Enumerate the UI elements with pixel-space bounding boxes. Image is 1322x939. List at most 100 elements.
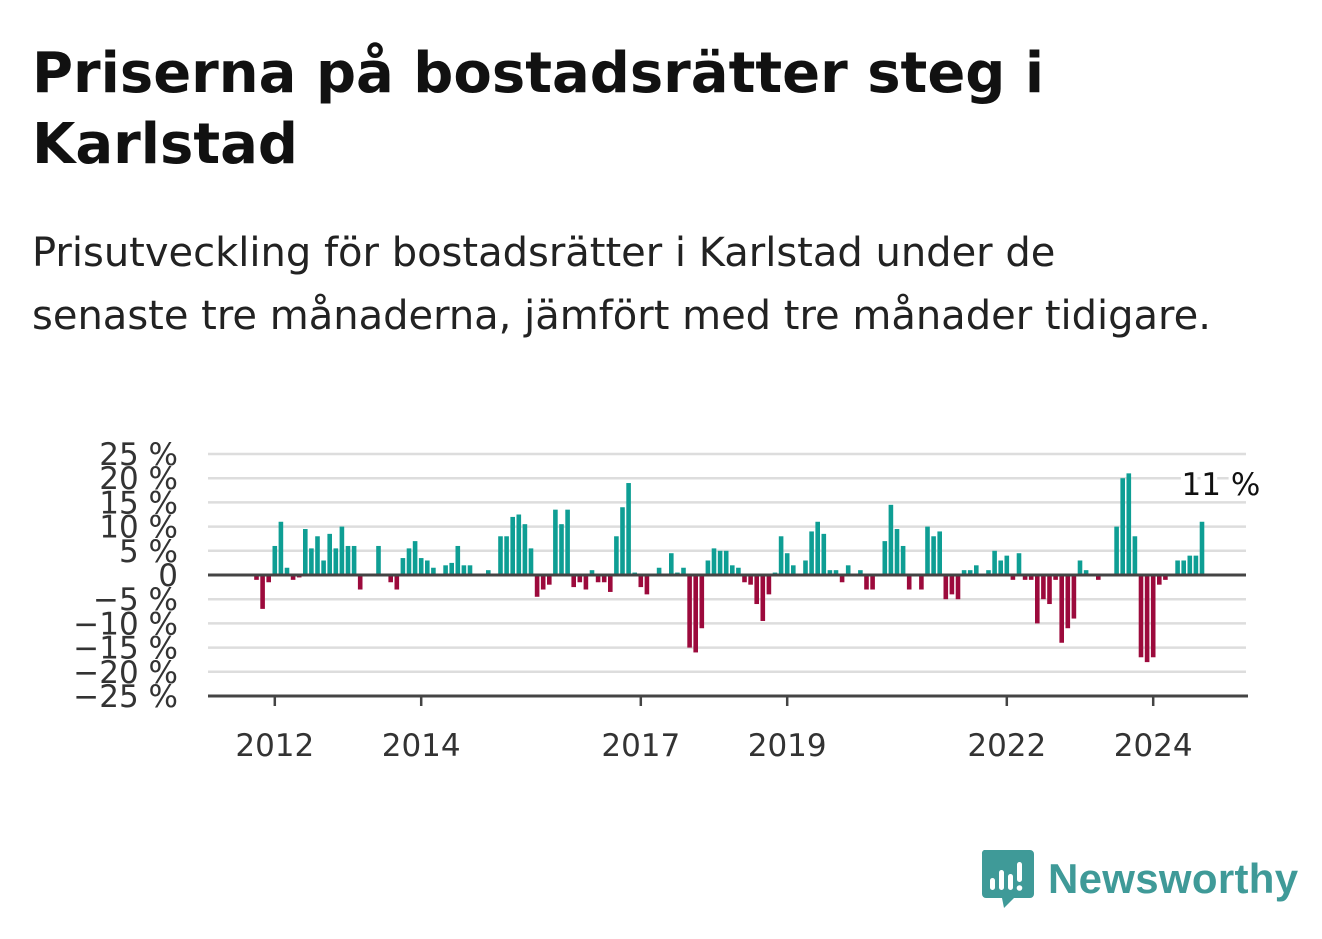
bar [327, 533, 332, 575]
bar [1157, 575, 1162, 585]
bar [1199, 521, 1205, 575]
bar [858, 570, 863, 575]
value-annotation: 11 % [1182, 467, 1261, 503]
bar [595, 575, 601, 583]
bar [925, 526, 930, 575]
bar [577, 575, 583, 583]
bar [827, 570, 833, 575]
bar [516, 514, 522, 575]
bar [937, 531, 942, 575]
bar [278, 521, 284, 575]
bar [967, 570, 973, 575]
bar [1181, 560, 1186, 575]
y-tick-label: −20 % [73, 655, 178, 691]
bar [736, 567, 741, 575]
bar [333, 548, 339, 575]
bar [614, 536, 619, 575]
bar [784, 553, 790, 575]
bar [760, 575, 766, 621]
chart-subtitle: Prisutveckling för bostadsrätter i Karls… [32, 230, 1211, 339]
y-axis-labels: 25 %20 %15 %10 %5 %0−5 %−10 %−15 %−20 %−… [73, 437, 178, 715]
x-tick-label: 2017 [601, 728, 680, 764]
bar [1150, 575, 1156, 658]
bar [303, 529, 308, 575]
bar [1041, 575, 1046, 600]
bar [406, 548, 412, 575]
bar [1016, 553, 1022, 575]
bar [315, 536, 320, 575]
bar [1114, 526, 1119, 575]
bar [461, 565, 467, 575]
bar [589, 570, 595, 575]
bar [1187, 555, 1193, 575]
bar [748, 575, 753, 585]
bar [528, 548, 534, 575]
bar [1132, 536, 1138, 575]
bars [254, 473, 1205, 663]
bar [553, 509, 558, 575]
bar [1083, 570, 1089, 575]
bar [284, 567, 290, 575]
bar [522, 524, 528, 575]
x-tick-label: 2024 [1114, 728, 1193, 764]
x-tick-label: 2019 [748, 728, 827, 764]
bar [309, 548, 314, 575]
bar [717, 550, 723, 575]
chart-title: Priserna på bostadsrätter steg i Karlsta… [32, 41, 1045, 177]
bar [1010, 575, 1016, 580]
bar [388, 575, 393, 583]
bar [1120, 478, 1125, 575]
bar [425, 560, 430, 575]
y-tick-label: 10 % [99, 510, 178, 546]
bar [559, 524, 564, 575]
newsworthy-logo: Newsworthy [980, 848, 1298, 910]
bar [931, 536, 936, 575]
bar-chart: 25 %20 %15 %10 %5 %0−5 %−10 %−15 %−20 %−… [73, 437, 1264, 764]
bar [778, 536, 784, 575]
brand-name: Newsworthy [1048, 855, 1299, 902]
bar [943, 575, 949, 600]
bar [864, 575, 869, 590]
bar [504, 536, 509, 575]
bar [638, 575, 644, 588]
bar [1175, 560, 1180, 575]
bar [1065, 575, 1071, 629]
bar [626, 483, 631, 575]
bar [394, 575, 400, 590]
y-tick-label: 0 [158, 558, 178, 594]
x-tick-label: 2012 [235, 728, 314, 764]
bar [1059, 575, 1064, 643]
bar [809, 531, 814, 575]
bar [669, 553, 674, 575]
bar [705, 560, 711, 575]
bar [321, 560, 326, 575]
bar [1071, 575, 1077, 619]
bar [565, 509, 570, 575]
bar [766, 575, 772, 595]
bar [1022, 575, 1028, 580]
bar [1077, 560, 1083, 575]
bar [571, 575, 576, 588]
bar [254, 575, 259, 580]
bar [699, 575, 705, 629]
bar [400, 558, 406, 575]
bar [1163, 575, 1168, 580]
bar [1035, 575, 1040, 624]
bar [1126, 473, 1132, 575]
x-tick-label: 2022 [967, 728, 1046, 764]
bar [601, 575, 607, 583]
bar [687, 575, 692, 648]
bar [949, 575, 955, 595]
bar [412, 541, 418, 575]
bar [443, 565, 448, 575]
bar [882, 541, 888, 575]
bar [998, 560, 1003, 575]
bar [260, 575, 265, 609]
bar [345, 545, 351, 575]
bar [339, 526, 345, 575]
x-tick-label: 2014 [382, 728, 461, 764]
bar [1004, 555, 1010, 575]
bar [656, 567, 662, 575]
x-axis-labels: 2012 2014 2017 2019 2022 2024 [235, 696, 1193, 764]
y-tick-label: 25 % [99, 437, 178, 473]
